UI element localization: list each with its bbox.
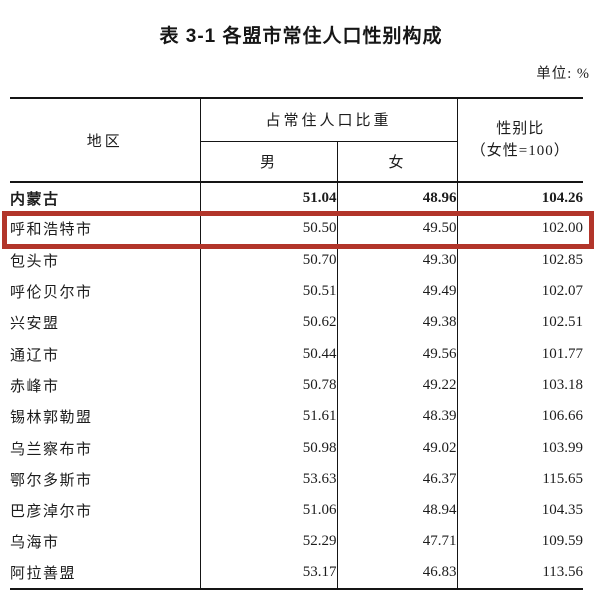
cell-female-share: 49.22	[337, 369, 458, 402]
cell-region: 呼和浩特市	[10, 213, 201, 245]
cell-female-share: 48.96	[337, 182, 458, 214]
unit-label: 单位: %	[536, 66, 590, 82]
cell-sex-ratio: 104.35	[541, 502, 584, 519]
cell-region: 通辽市	[10, 338, 201, 370]
header-male: 男	[200, 141, 338, 183]
table-row: 兴安盟 50.62 49.38 102.51	[10, 307, 584, 339]
table-row: 呼和浩特市 50.50 49.50 102.00	[10, 213, 584, 245]
cell-region: 鄂尔多斯市	[10, 463, 201, 495]
cell-female-share: 49.30	[337, 244, 458, 276]
cell-sex-ratio: 113.56	[542, 564, 584, 581]
cell-male-share: 53.63	[200, 463, 338, 495]
cell-male-share: 50.50	[200, 213, 338, 245]
cell-female-share: 46.83	[337, 557, 458, 589]
cell-female-share: 49.49	[337, 275, 458, 308]
table-row: 乌兰察布市 50.98 49.02 103.99	[10, 432, 584, 464]
cell-sex-ratio: 101.77	[541, 345, 584, 362]
table-row: 通辽市 50.44 49.56 101.77	[10, 338, 584, 370]
cell-region: 乌海市	[10, 526, 201, 558]
cell-sex-ratio: 102.85	[541, 251, 584, 268]
cell-female-share: 49.38	[337, 307, 458, 339]
cell-female-share: 48.39	[337, 401, 458, 433]
cell-female-share: 48.94	[337, 494, 458, 527]
table-row: 呼伦贝尔市 50.51 49.49 102.07	[10, 275, 584, 308]
population-sex-composition-table: 地区 占常住人口比重 性别比 （女性=100） 男 女 内蒙古 51.04 48.9…	[10, 97, 584, 590]
cell-sex-ratio: 109.59	[541, 533, 584, 550]
cell-sex-ratio: 102.07	[541, 283, 584, 300]
header-sex-ratio: 性别比 （女性=100）	[457, 98, 584, 183]
header-row-sub: 男 女	[10, 141, 583, 183]
table-row: 巴彦淖尔市 51.06 48.94 104.35	[10, 494, 584, 527]
cell-male-share: 50.51	[200, 275, 338, 308]
header-sex-ratio-line1: 性别比	[496, 121, 545, 137]
cell-male-share: 51.06	[200, 494, 338, 527]
header-female: 女	[337, 141, 458, 183]
cell-male-share: 51.04	[200, 182, 338, 214]
cell-male-share: 52.29	[200, 526, 338, 558]
cell-region: 乌兰察布市	[10, 432, 201, 464]
table-title: 表 3-1 各盟市常住人口性别构成	[159, 26, 443, 47]
cell-sex-ratio: 102.00	[541, 220, 584, 237]
cell-male-share: 50.62	[200, 307, 338, 339]
cell-region: 呼伦贝尔市	[10, 275, 201, 308]
cell-male-share: 53.17	[200, 557, 338, 589]
cell-sex-ratio: 104.26	[541, 189, 584, 206]
header-row-top: 地区 占常住人口比重 性别比 （女性=100）	[10, 98, 584, 183]
table-row: 内蒙古 51.04 48.96 104.26	[10, 182, 584, 214]
cell-region: 阿拉善盟	[10, 557, 201, 589]
header-region: 地区	[10, 98, 201, 183]
cell-female-share: 46.37	[337, 463, 458, 495]
cell-male-share: 50.98	[200, 432, 338, 464]
cell-female-share: 49.56	[337, 338, 458, 370]
cell-region: 巴彦淖尔市	[10, 494, 201, 527]
cell-region: 锡林郭勒盟	[10, 401, 201, 433]
cell-region: 赤峰市	[10, 369, 201, 402]
cell-sex-ratio: 103.99	[541, 439, 584, 456]
cell-region: 包头市	[10, 244, 201, 276]
cell-male-share: 50.44	[200, 338, 338, 370]
cell-region: 内蒙古	[10, 182, 201, 214]
table-row: 赤峰市 50.78 49.22 103.18	[10, 369, 584, 402]
cell-female-share: 49.50	[337, 213, 458, 245]
table-row: 包头市 50.70 49.30 102.85	[10, 244, 584, 276]
table-row: 锡林郭勒盟 51.61 48.39 106.66	[10, 401, 584, 433]
cell-region: 兴安盟	[10, 307, 201, 339]
header-share-of-population: 占常住人口比重	[200, 98, 458, 142]
header-sex-ratio-line2: （女性=100）	[470, 143, 570, 159]
table-row: 阿拉善盟 53.17 46.83 113.56	[10, 557, 584, 589]
cell-male-share: 51.61	[200, 401, 338, 433]
table-body: 内蒙古 51.04 48.96 104.26 呼和浩特市 50.50 49.50 102.00…	[10, 182, 583, 589]
cell-sex-ratio: 106.66	[541, 408, 584, 425]
cell-female-share: 47.71	[337, 526, 458, 558]
cell-male-share: 50.78	[200, 369, 338, 402]
table-row: 鄂尔多斯市 53.63 46.37 115.65	[10, 463, 584, 495]
cell-male-share: 50.70	[200, 244, 338, 276]
cell-sex-ratio: 115.65	[542, 470, 584, 487]
cell-sex-ratio: 103.18	[541, 376, 584, 393]
table-row: 乌海市 52.29 47.71 109.59	[10, 526, 584, 558]
cell-sex-ratio: 102.51	[541, 314, 584, 331]
cell-female-share: 49.02	[337, 432, 458, 464]
